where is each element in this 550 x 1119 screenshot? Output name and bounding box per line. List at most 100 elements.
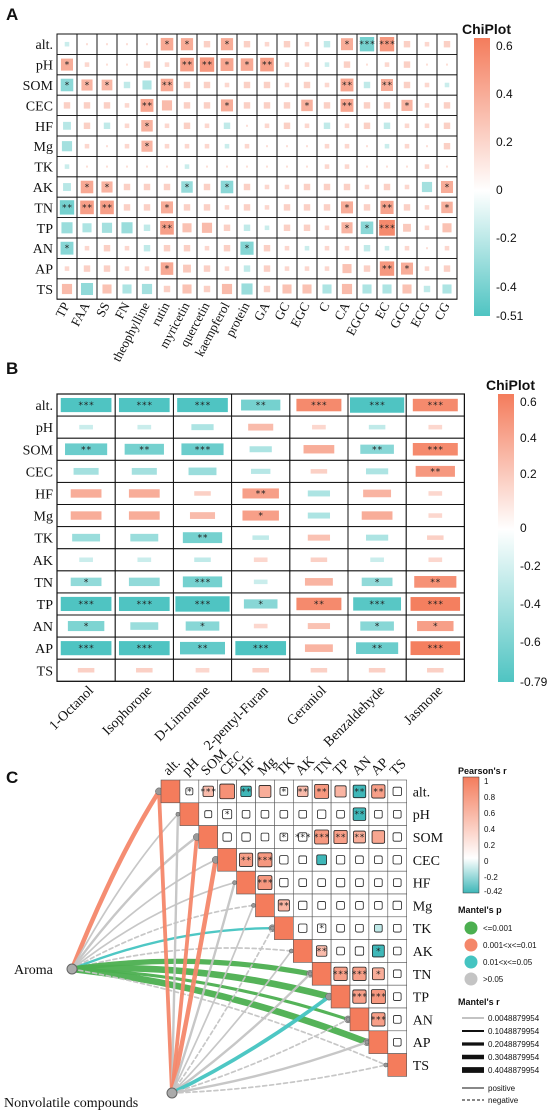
pearson-tick: -0.42 [484,887,503,896]
heatmap-a-cell [81,79,93,91]
colorbar-b-tick: 0.4 [520,431,537,445]
heatmap-a-cell [403,40,411,48]
heatmap-a-cell [143,224,151,232]
mantel-cell [336,946,345,956]
heatmap-a-cell [240,241,254,255]
colorbar-b-tick: -0.2 [520,559,541,573]
mantel-link [170,972,312,1095]
mantel-node [166,1087,178,1099]
heatmap-b-row-label: TP [37,598,54,613]
heatmap-a-cell [124,123,130,129]
heatmap-a-star: * [244,244,249,254]
mantel-link [71,947,293,970]
heatmap-a-star: * [364,224,369,234]
heatmap-a-cell [424,164,430,169]
heatmap-a-cell [220,99,234,112]
mantel-star: *** [295,833,311,843]
heatmap-b-cell [241,399,281,411]
mantel-cell [298,855,307,865]
heatmap-b-cell [363,489,392,498]
heatmap-a-cell [304,41,310,47]
heatmap-a-cell [160,220,174,235]
heatmap-a-cell [101,79,113,91]
heatmap-b-star: * [258,600,263,610]
mantel-r-label: 0.4048879954 [488,1066,540,1075]
heatmap-a: * * * * *** **** ** ** * * *** * * ** ** **** * * ** **** * *… [23,21,524,364]
heatmap-a-cell [266,145,268,148]
heatmap-a-cell [424,123,430,129]
heatmap-b-cell [189,512,216,519]
mantel-cell [222,832,232,842]
heatmap-b-cell [296,398,342,412]
mantel-diagonal-cell [311,962,332,986]
heatmap-b-star: ** [139,445,150,455]
heatmap-b-row-label: alt. [36,399,54,414]
heatmap-b-cell [252,667,269,673]
heatmap-b-star: *** [194,600,210,610]
heatmap-a-cell [60,58,74,71]
heatmap-a-row-label: AN [33,242,53,257]
heatmap-a-star: * [404,101,409,111]
heatmap-b-cell [185,621,220,631]
heatmap-b-row-label: CEC [26,465,53,480]
mantel-cell [317,809,327,819]
heatmap-a-cell [126,165,128,168]
heatmap-b: *** *** *** ** *** *** ***** ** *** ** ***********… [23,377,548,754]
mantel-r-label: 0.2048879954 [488,1040,540,1049]
mantel-star: * [376,970,381,980]
colorbar-b-title: ChiPlot [486,377,535,393]
heatmap-a-star: * [164,265,169,275]
mantel-row-label: TK [413,922,432,937]
heatmap-b-star: *** [369,401,385,411]
heatmap-a-star: * [184,183,189,193]
heatmap-a-cell [63,102,71,109]
heatmap-a-cell [263,102,271,109]
heatmap-a-star: * [144,122,149,132]
heatmap-a-cell [366,145,368,148]
mantel-link-endpoint [270,925,275,931]
heatmap-b-cell [350,397,405,413]
heatmap-a-gridcell [436,278,458,300]
heatmap-b-cell [296,597,342,611]
mantel-cell [354,946,365,956]
heatmap-a-row-label: AK [33,181,53,196]
mantel-diagonal-cell [387,1053,407,1077]
mantel-p-label: <=0.001 [483,924,513,933]
heatmap-a-cell [284,82,290,88]
heatmap-a-cell [324,245,330,251]
colorbar-b-tick: -0.6 [520,635,541,649]
heatmap-b-col-label: 1-Octanol [47,683,97,733]
heatmap-b-row-label: AK [33,554,53,569]
heatmap-a-cell [440,180,454,194]
heatmap-a-cell [363,81,371,89]
mantel-star: * [319,924,324,934]
heatmap-a-cell [183,204,191,211]
mantel-star: ** [354,833,365,843]
heatmap-b-star: *** [194,445,210,455]
heatmap-a-cell [164,62,170,67]
heatmap-a-cell [442,223,452,233]
heatmap-a-cell [161,100,173,111]
heatmap-a-cell [383,122,391,130]
heatmap-a-cell [403,204,411,211]
heatmap-a-cell [183,122,191,130]
heatmap-b-star: *** [78,600,94,610]
mantel-cell [333,829,348,845]
heatmap-a-cell [344,245,350,251]
heatmap-b-star: ** [372,445,383,455]
heatmap-a-cell [203,265,211,272]
heatmap-b-star: *** [427,445,443,455]
heatmap-a-cell [446,63,448,66]
heatmap-b-cell [307,534,331,541]
mantel-cell [392,878,402,887]
heatmap-a-star: ** [62,203,73,213]
mantel-link [68,965,371,1046]
mantel-cell [333,966,348,981]
mantel-cell [258,785,272,798]
heatmap-b-star: * [83,578,88,588]
heatmap-a-cell [61,222,73,234]
heatmap-a-cell [203,183,211,191]
heatmap-a-cell [404,123,410,129]
heatmap-b-cell [180,641,225,655]
heatmap-b-cell [70,511,102,520]
